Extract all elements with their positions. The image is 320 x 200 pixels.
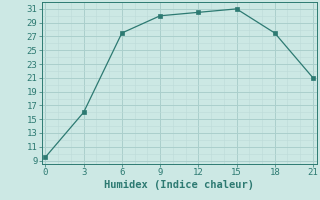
X-axis label: Humidex (Indice chaleur): Humidex (Indice chaleur)	[104, 180, 254, 190]
